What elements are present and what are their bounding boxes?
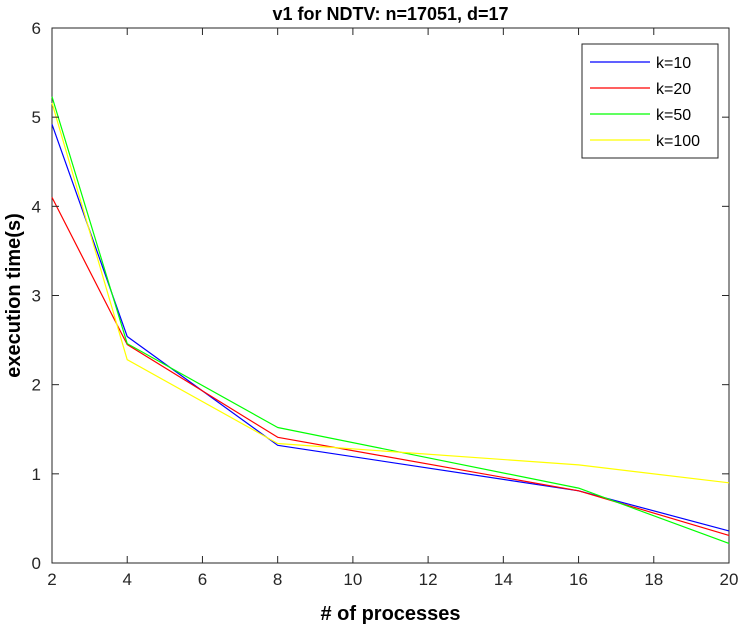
y-tick-label: 0 [32, 554, 41, 573]
y-axis-label: execution time(s) [3, 213, 25, 377]
series-line-k-20 [51, 197, 730, 536]
x-axis-label: # of processes [320, 603, 460, 625]
x-tick-label: 14 [494, 570, 513, 589]
series-layer [51, 96, 730, 544]
y-tick-label: 3 [32, 287, 41, 306]
y-tick-label: 6 [32, 19, 41, 38]
chart-title: v1 for NDTV: n=17051, d=17 [272, 4, 508, 24]
x-tick-label: 8 [273, 570, 282, 589]
x-tick-label: 6 [198, 570, 207, 589]
x-tick-label: 12 [419, 570, 438, 589]
series-line-k-10 [51, 124, 730, 532]
y-tick-label: 4 [32, 197, 41, 216]
series-line-k-100 [51, 102, 730, 484]
legend-label: k=50 [656, 107, 691, 124]
legend-label: k=100 [656, 133, 700, 150]
x-tick-label: 18 [644, 570, 663, 589]
x-tick-label: 20 [720, 570, 739, 589]
x-tick-label: 2 [47, 570, 56, 589]
y-tick-label: 2 [32, 376, 41, 395]
y-tick-label: 5 [32, 108, 41, 127]
x-tick-label: 4 [122, 570, 131, 589]
x-tick-label: 16 [569, 570, 588, 589]
legend-label: k=10 [656, 55, 691, 72]
legend: k=10 k=20 k=50 k=100 [581, 43, 719, 159]
y-tick-label: 1 [32, 465, 41, 484]
legend-label: k=20 [656, 81, 691, 98]
legend-box [581, 43, 719, 159]
x-tick-label: 10 [343, 570, 362, 589]
series-line-k-50 [51, 96, 730, 544]
